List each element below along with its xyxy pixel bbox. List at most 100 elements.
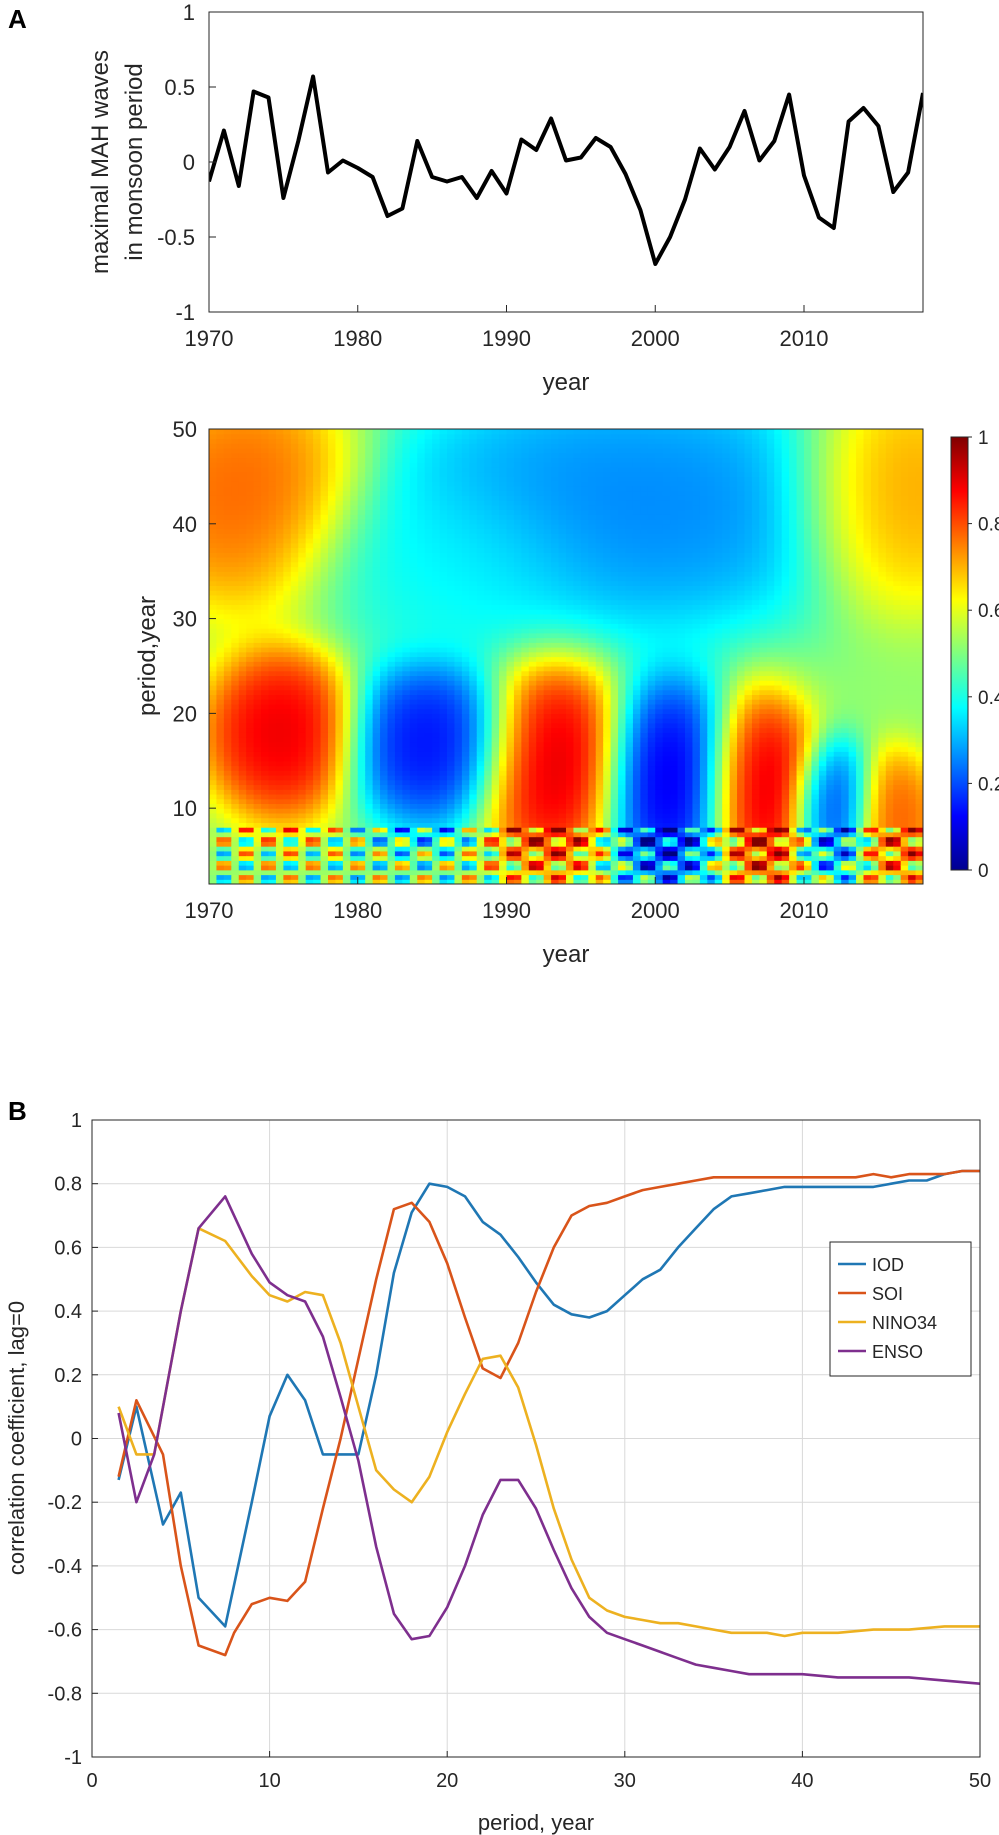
- heatmap-cell: [320, 694, 329, 700]
- heatmap-cell: [342, 632, 351, 639]
- heatmap-cell: [298, 699, 307, 705]
- heatmap-cell: [588, 817, 597, 823]
- heatmap-cell: [357, 519, 366, 525]
- heatmap-cell: [305, 495, 314, 501]
- heatmap-cell: [409, 533, 418, 539]
- heatmap-cell: [558, 523, 567, 530]
- heatmap-cell: [432, 547, 441, 553]
- heatmap-cell: [528, 860, 537, 866]
- heatmap-cell: [536, 760, 545, 767]
- heatmap-cell: [484, 571, 493, 577]
- heatmap-cell: [409, 604, 418, 610]
- heatmap-cell: [275, 836, 284, 842]
- heatmap-cell: [305, 637, 314, 643]
- heatmap-cell: [275, 784, 284, 790]
- heatmap-cell: [491, 647, 500, 653]
- heatmap-cell: [424, 590, 433, 596]
- heatmap-cell: [528, 447, 537, 454]
- heatmap-cell: [447, 509, 456, 515]
- heatmap-cell: [335, 827, 344, 833]
- timeseries-y-label-line1: maximal MAH waves: [87, 50, 114, 274]
- heatmap-cell: [536, 552, 545, 558]
- heatmap-cell: [454, 827, 463, 833]
- heatmap-cell: [417, 476, 426, 482]
- heatmap-cell: [380, 756, 389, 762]
- heatmap-cell: [380, 765, 389, 771]
- heatmap-cell: [335, 452, 344, 459]
- heatmap-cell: [558, 756, 567, 762]
- heatmap-cell: [365, 774, 374, 781]
- heatmap-cell: [253, 846, 262, 852]
- heatmap-cell: [328, 680, 337, 686]
- heatmap-cell: [216, 680, 225, 686]
- heatmap-cell: [499, 561, 508, 568]
- heatmap-cell: [432, 471, 441, 477]
- heatmap-cell: [417, 784, 426, 790]
- heatmap-cell: [543, 495, 552, 501]
- heatmap-cell: [372, 466, 381, 473]
- heatmap-cell: [320, 808, 329, 814]
- heatmap-cell: [558, 665, 567, 672]
- heatmap-cell: [424, 675, 433, 681]
- heatmap-cell: [380, 770, 389, 776]
- heatmap-cell: [305, 552, 314, 558]
- heatmap-cell: [558, 528, 567, 534]
- heatmap-cell: [566, 865, 575, 871]
- heatmap-cell: [335, 438, 344, 444]
- heatmap-cell: [566, 552, 575, 558]
- heatmap-cell: [528, 651, 537, 658]
- heatmap-cell: [469, 580, 478, 587]
- heatmap-cell: [357, 751, 366, 757]
- heatmap-cell: [231, 552, 240, 558]
- heatmap-cell: [417, 528, 426, 534]
- heatmap-cell: [506, 694, 515, 700]
- heatmap-cell: [513, 661, 522, 667]
- heatmap-cell: [424, 850, 433, 857]
- heatmap-cell: [573, 552, 582, 558]
- heatmap-cell: [469, 528, 478, 534]
- heatmap-cell: [268, 481, 277, 487]
- heatmap-cell: [231, 774, 240, 781]
- heatmap-cell: [357, 438, 366, 444]
- heatmap-cell: [536, 609, 545, 615]
- heatmap-cell: [573, 665, 582, 672]
- heatmap-cell: [409, 466, 418, 473]
- heatmap-cell: [275, 457, 284, 463]
- heatmap-cell: [209, 623, 218, 629]
- heatmap-cell: [283, 556, 292, 563]
- heatmap-cell: [484, 642, 493, 648]
- heatmap-cell: [476, 675, 485, 681]
- heatmap-cell: [372, 665, 381, 672]
- heatmap-cell: [394, 675, 403, 681]
- heatmap-cell: [275, 514, 284, 520]
- heatmap-cell: [469, 699, 478, 705]
- heatmap-cell: [328, 817, 337, 823]
- heatmap-cell: [246, 547, 255, 553]
- heatmap-cell: [238, 599, 247, 605]
- heatmap-cell: [536, 613, 545, 620]
- heatmap-cell: [402, 533, 411, 539]
- heatmap-cell: [424, 670, 433, 677]
- heatmap-cell: [506, 661, 515, 667]
- heatmap-cell: [283, 841, 292, 847]
- heatmap-cell: [424, 798, 433, 805]
- heatmap-cell: [268, 869, 277, 876]
- heatmap-cell: [305, 812, 314, 819]
- heatmap-cell: [417, 556, 426, 563]
- heatmap-cell: [499, 471, 508, 477]
- heatmap-cell: [357, 471, 366, 477]
- heatmap-cell: [290, 684, 299, 691]
- heatmap-cell: [409, 732, 418, 738]
- heatmap-cell: [372, 713, 381, 719]
- heatmap-cell: [521, 637, 530, 643]
- heatmap-cell: [528, 722, 537, 729]
- heatmap-cell: [469, 438, 478, 444]
- heatmap-cell: [328, 623, 337, 629]
- heatmap-cell: [566, 519, 575, 525]
- heatmap-cell: [402, 817, 411, 823]
- heatmap-cell: [424, 528, 433, 534]
- heatmap-cell: [216, 561, 225, 568]
- heatmap-cell: [372, 519, 381, 525]
- heatmap-cell: [558, 670, 567, 677]
- heatmap-cell: [536, 642, 545, 648]
